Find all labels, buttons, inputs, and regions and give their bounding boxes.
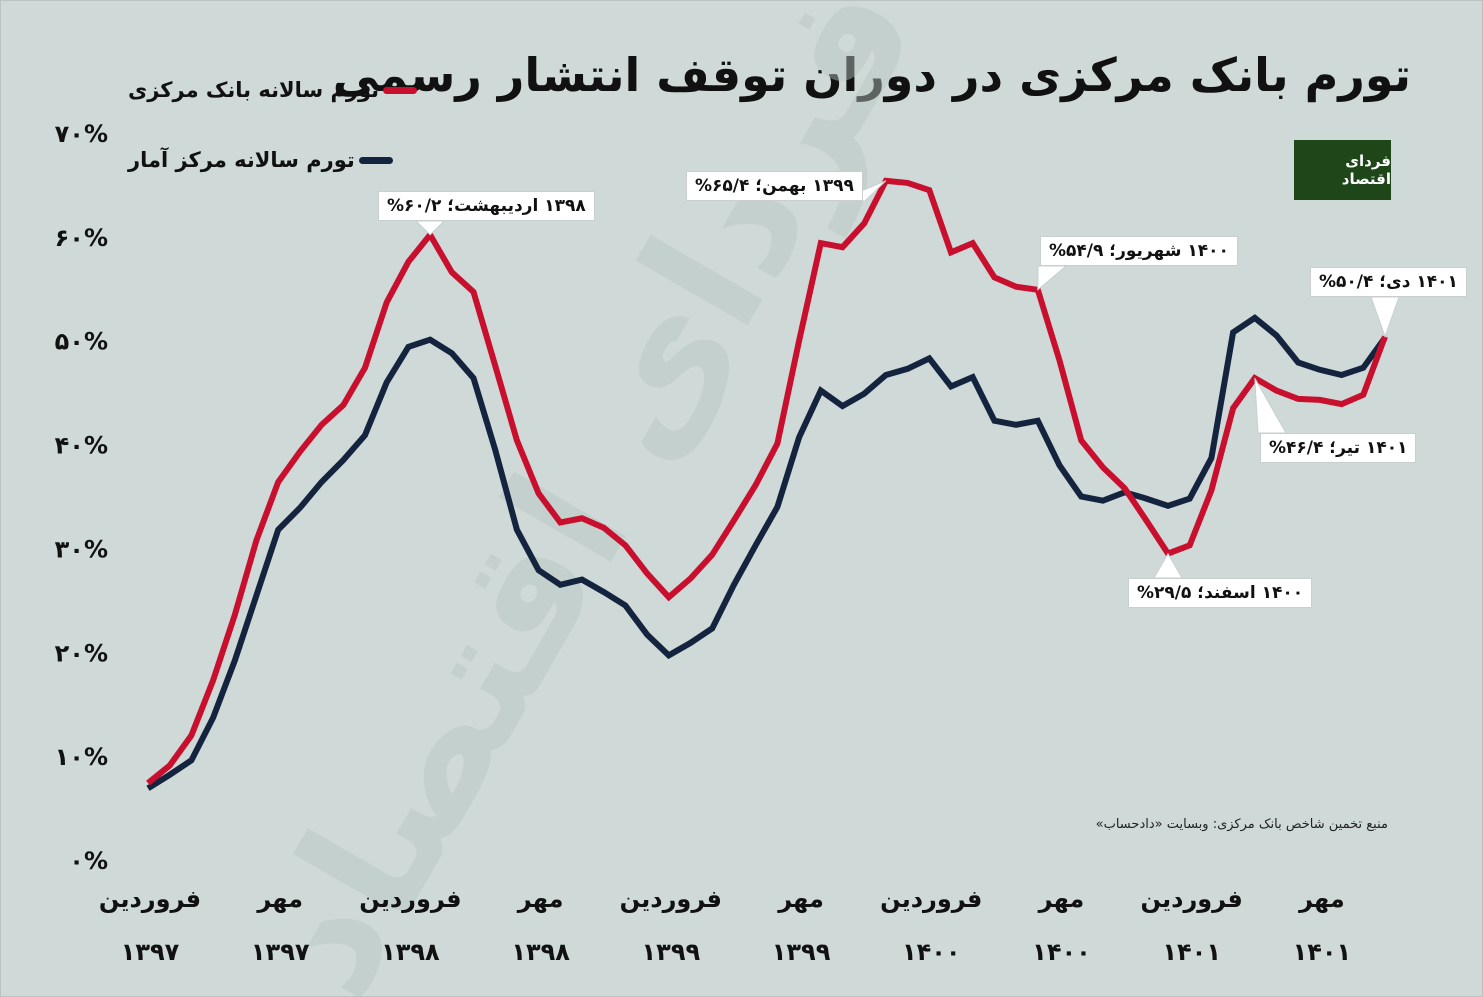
annotation-pointer	[1370, 296, 1400, 339]
annotation-label: ۱۴۰۱ تیر؛ ۴۶/۴%	[1260, 433, 1417, 463]
publisher-logo: فردای اقتصاد	[1294, 140, 1391, 200]
y-tick-label: ۰%	[69, 847, 108, 875]
source-note: منبع تخمین شاخص بانک مرکزی: وبسایت «دادح…	[1095, 817, 1388, 832]
x-tick-year: ۱۳۹۷	[121, 938, 180, 966]
y-tick-label: ۷۰%	[55, 120, 108, 148]
x-tick-year: ۱۴۰۰	[902, 938, 961, 966]
annotation-label: ۱۴۰۰ اسفند؛ ۲۹/۵%	[1128, 578, 1313, 608]
y-tick-label: ۵۰%	[55, 328, 108, 356]
legend-swatch-navy	[358, 156, 393, 164]
x-tick-month: مهر	[1038, 885, 1085, 913]
x-tick-year: ۱۳۹۹	[642, 938, 701, 966]
x-tick-month: فروردین	[880, 885, 982, 913]
x-tick-month: مهر	[256, 885, 303, 913]
y-tick-label: ۱۰%	[55, 743, 108, 771]
annotation-pointer	[414, 220, 446, 236]
legend-swatch-red	[383, 86, 418, 94]
x-tick-month: مهر	[517, 885, 564, 913]
x-tick-month: فروردین	[1141, 885, 1243, 913]
series-line-statistics-center	[146, 314, 1388, 791]
x-tick-month: فروردین	[620, 885, 722, 913]
x-tick-year: ۱۴۰۰	[1032, 938, 1091, 966]
x-tick-year: ۱۳۹۸	[511, 938, 570, 966]
annotation-label: ۱۳۹۹ بهمن؛ ۶۵/۴%	[686, 171, 863, 201]
x-tick-month: فروردین	[359, 885, 461, 913]
x-tick-year: ۱۳۹۷	[251, 938, 310, 966]
annotation-label: ۱۴۰۰ شهریور؛ ۵۴/۹%	[1040, 236, 1238, 266]
x-tick-month: مهر	[777, 885, 824, 913]
legend-label: تورم سالانه مرکز آمار	[128, 148, 355, 172]
y-tick-label: ۶۰%	[55, 224, 108, 252]
legend-label: تورم سالانه بانک مرکزی	[128, 78, 380, 102]
logo-text: فردای اقتصاد	[1341, 152, 1391, 188]
x-tick-year: ۱۳۹۸	[381, 938, 440, 966]
legend-item-statistics-center: تورم سالانه مرکز آمار	[128, 148, 393, 172]
watermark: فردای اقتصاد	[218, 0, 958, 997]
x-tick-year: ۱۴۰۱	[1162, 938, 1221, 966]
y-tick-label: ۳۰%	[55, 535, 108, 563]
x-tick-year: ۱۴۰۱	[1293, 938, 1352, 966]
legend-item-central-bank: تورم سالانه بانک مرکزی	[128, 78, 418, 102]
chart-title: تورم بانک مرکزی در دوران توقف انتشار رسم…	[332, 48, 1411, 102]
series-line-central-bank	[146, 177, 1388, 786]
y-tick-label: ۲۰%	[55, 639, 108, 667]
annotation-pointer	[1037, 265, 1068, 291]
y-tick-label: ۴۰%	[55, 432, 108, 460]
annotation-label: ۱۴۰۱ دی؛ ۵۰/۴%	[1310, 267, 1467, 297]
x-tick-month: مهر	[1298, 885, 1345, 913]
x-tick-year: ۱۳۹۹	[772, 938, 831, 966]
annotation-pointer	[1153, 552, 1183, 579]
annotation-label: ۱۳۹۸ اردیبهشت؛ ۶۰/۲%	[378, 191, 595, 221]
x-tick-month: فروردین	[99, 885, 201, 913]
